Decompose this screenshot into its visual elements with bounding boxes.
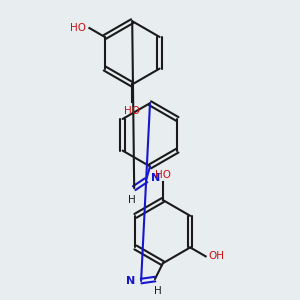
Text: H: H — [154, 286, 162, 296]
Text: H: H — [128, 195, 136, 205]
Text: HO: HO — [124, 106, 140, 116]
Text: OH: OH — [208, 251, 225, 261]
Text: HO: HO — [155, 170, 171, 180]
Text: N: N — [126, 276, 135, 286]
Text: HO: HO — [70, 23, 86, 33]
Text: N: N — [151, 173, 160, 183]
